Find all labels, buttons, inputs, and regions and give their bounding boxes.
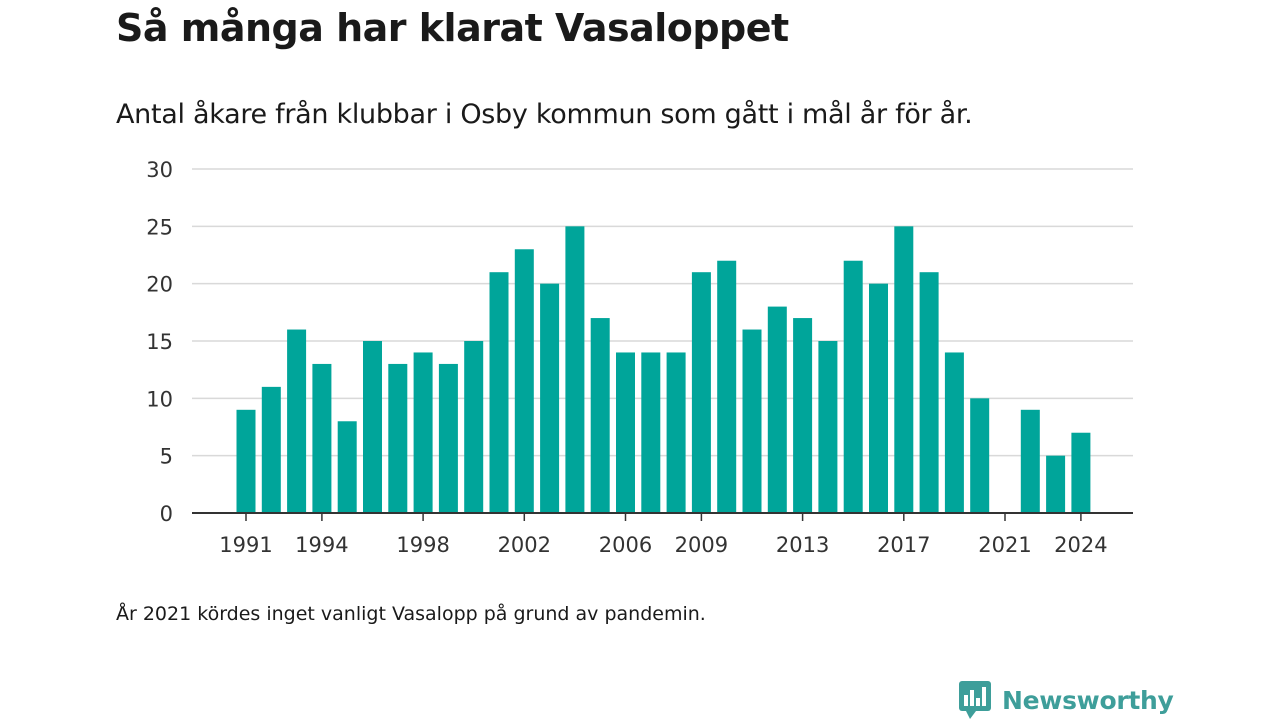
x-tick-label: 1994	[295, 533, 348, 557]
x-tick-label: 2013	[776, 533, 829, 557]
bar	[464, 341, 484, 513]
y-tick-label: 5	[160, 445, 173, 469]
x-tick-label: 2006	[599, 533, 652, 557]
bar	[438, 363, 458, 513]
bar	[337, 421, 357, 513]
x-tick-label: 2021	[978, 533, 1031, 557]
bar	[793, 318, 813, 513]
bar	[717, 260, 737, 513]
x-tick-label: 2009	[675, 533, 728, 557]
bar	[869, 283, 888, 513]
y-tick-label: 15	[146, 330, 173, 354]
grid-lines	[192, 168, 1133, 457]
bar	[944, 352, 964, 513]
bar	[1020, 409, 1040, 513]
brand-name: Newsworthy	[1002, 685, 1174, 715]
y-tick-label: 25	[146, 215, 173, 239]
bar	[742, 329, 762, 513]
bar	[919, 272, 939, 513]
footnote: År 2021 kördes inget vanligt Vasalopp på…	[116, 603, 706, 625]
y-tick-labels: 0 5 10 15 20 25 30	[146, 158, 173, 526]
bar	[312, 363, 332, 513]
bar	[363, 341, 382, 513]
bar	[616, 352, 635, 513]
bar	[767, 306, 787, 513]
bar	[413, 352, 433, 513]
bar-chart: 0 5 10 15 20 25 30 1991 1994 1998 2002 2006 2009 201…	[146, 158, 1133, 557]
bar	[514, 249, 534, 513]
x-tick-label: 2017	[877, 533, 930, 557]
bar	[818, 341, 838, 513]
bar	[489, 272, 509, 513]
x-tick-label: 1998	[396, 533, 449, 557]
x-axis	[192, 512, 1133, 521]
bar	[894, 226, 914, 514]
bar	[843, 260, 863, 513]
bar	[565, 226, 585, 514]
bar	[388, 363, 408, 513]
bars	[236, 226, 1091, 514]
newsworthy-logo[interactable]: Newsworthy	[958, 680, 1174, 720]
y-tick-label: 10	[146, 387, 173, 411]
bar	[970, 398, 990, 513]
bar	[236, 409, 256, 513]
bar	[641, 352, 661, 513]
y-tick-label: 0	[160, 502, 173, 526]
x-tick-labels: 1991 1994 1998 2002 2006 2009 2013 2017 2021 2024	[219, 533, 1107, 557]
bar	[691, 272, 711, 513]
x-tick-label: 2024	[1054, 533, 1107, 557]
bar	[590, 318, 610, 513]
newsworthy-logo-icon	[959, 681, 991, 719]
bar	[540, 283, 560, 513]
bar	[1071, 432, 1091, 513]
bar	[261, 386, 281, 513]
x-tick-label: 2002	[498, 533, 551, 557]
chart-subtitle: Antal åkare från klubbar i Osby kommun s…	[116, 99, 973, 130]
y-tick-label: 30	[146, 158, 173, 182]
y-tick-label: 20	[146, 273, 173, 297]
chart-title: Så många har klarat Vasaloppet	[116, 6, 789, 50]
bar	[287, 329, 307, 513]
bar	[666, 352, 686, 513]
bar	[1046, 455, 1066, 513]
x-tick-label: 1991	[219, 533, 272, 557]
